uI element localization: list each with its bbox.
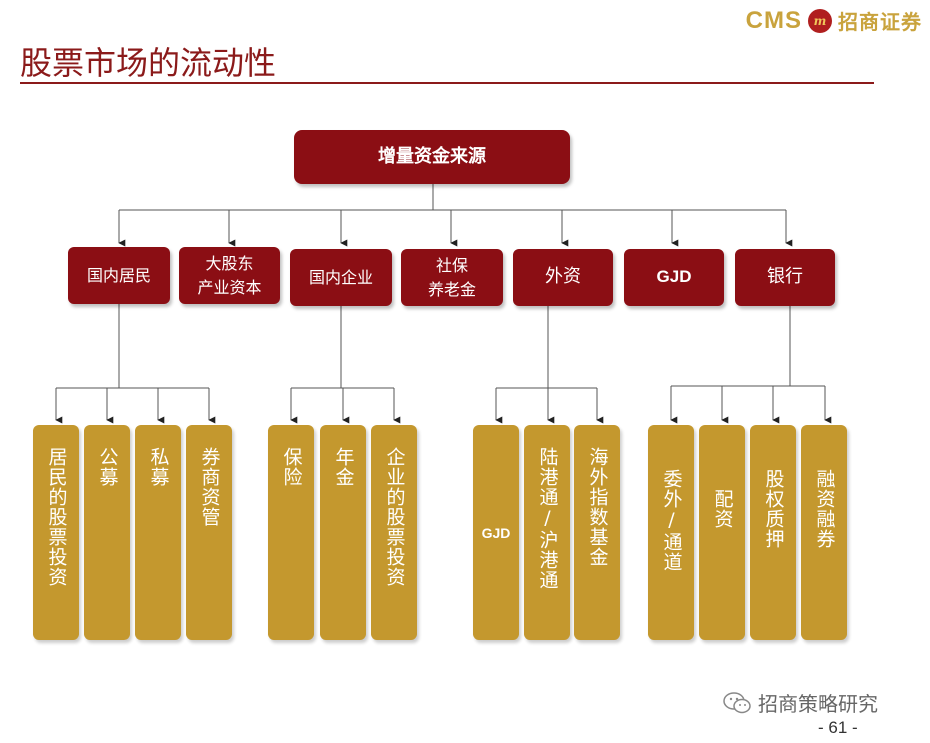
leaf-node: 配资 (699, 425, 745, 640)
leaf-node: 海外指数基金 (574, 425, 620, 640)
logo-text: CMS (745, 6, 802, 34)
leaf-node: 企业的股票投资 (371, 425, 417, 640)
category-label: 银行 (767, 266, 803, 288)
company-logo: CMS m 招商证券 (746, 6, 922, 35)
leaf-label: 保险 (280, 447, 303, 487)
leaf-node: 融资融券 (801, 425, 847, 640)
leaf-node: 保险 (268, 425, 314, 640)
leaf-node: GJD (473, 425, 519, 640)
leaf-label: 企业的股票投资 (383, 447, 406, 587)
leaf-label: 券商资管 (198, 447, 221, 527)
category-label: 产业资本 (197, 277, 262, 297)
category-label: 国内企业 (308, 267, 373, 287)
leaf-label: 公募 (96, 447, 119, 487)
leaf-label: 居民的股票投资 (45, 447, 68, 587)
category-label: 大股东 (205, 254, 254, 274)
category-label: 社保 (435, 256, 468, 276)
leaf-label: 海外指数基金 (586, 447, 609, 567)
category-label: 外资 (545, 266, 581, 288)
leaf-label: GJD (481, 524, 511, 541)
page-number: - 61 - (818, 718, 858, 737)
leaf-label: 年金 (332, 447, 355, 487)
category-node: 国内居民 (68, 247, 170, 304)
watermark-text: 招商策略研究 (758, 692, 878, 716)
category-node: 外资 (513, 249, 613, 306)
category-label: 国内居民 (86, 265, 151, 285)
leaf-node: 陆港通/沪港通 (524, 425, 570, 640)
leaf-node: 居民的股票投资 (33, 425, 79, 640)
leaf-label: 陆港通/沪港通 (536, 447, 559, 590)
leaf-label: 私募 (147, 447, 170, 487)
leaf-label: 股权质押 (762, 469, 785, 549)
watermark: 招商策略研究 (722, 688, 878, 717)
category-node: GJD (624, 249, 724, 306)
logo-company-name: 招商证券 (838, 10, 922, 34)
leaf-label: 委外/通道 (660, 469, 683, 572)
category-node: 社保 养老金 (401, 249, 503, 306)
category-label: 养老金 (427, 279, 476, 299)
leaf-node: 公募 (84, 425, 130, 640)
leaf-node: 股权质押 (750, 425, 796, 640)
leaf-node: 年金 (320, 425, 366, 640)
page-title: 股票市场的流动性 (20, 44, 277, 82)
leaf-node: 私募 (135, 425, 181, 640)
category-label: GJD (656, 267, 692, 287)
category-node: 国内企业 (290, 249, 392, 306)
wechat-icon (723, 691, 751, 713)
leaf-label: 融资融券 (813, 469, 836, 549)
title-divider (20, 82, 874, 84)
category-node: 银行 (735, 249, 835, 306)
leaf-node: 委外/通道 (648, 425, 694, 640)
root-node: 增量资金来源 (294, 130, 570, 184)
leaf-label: 配资 (711, 489, 734, 529)
leaf-node: 券商资管 (186, 425, 232, 640)
category-node: 大股东 产业资本 (179, 247, 280, 304)
logo-badge-icon: m (808, 8, 832, 33)
